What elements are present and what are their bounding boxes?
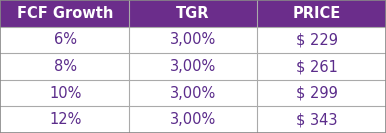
Text: 3,00%: 3,00% bbox=[170, 32, 216, 47]
Text: $ 261: $ 261 bbox=[296, 59, 337, 74]
FancyBboxPatch shape bbox=[0, 80, 386, 106]
FancyBboxPatch shape bbox=[0, 27, 386, 53]
Text: 8%: 8% bbox=[54, 59, 77, 74]
Text: PRICE: PRICE bbox=[292, 6, 340, 21]
Text: $ 229: $ 229 bbox=[296, 32, 337, 47]
Text: 3,00%: 3,00% bbox=[170, 112, 216, 127]
Text: $ 299: $ 299 bbox=[296, 86, 337, 101]
FancyBboxPatch shape bbox=[0, 53, 386, 80]
Text: 12%: 12% bbox=[49, 112, 82, 127]
Text: 6%: 6% bbox=[54, 32, 77, 47]
Text: 3,00%: 3,00% bbox=[170, 86, 216, 101]
FancyBboxPatch shape bbox=[0, 0, 386, 27]
Text: 3,00%: 3,00% bbox=[170, 59, 216, 74]
Text: 10%: 10% bbox=[49, 86, 82, 101]
Text: $ 343: $ 343 bbox=[296, 112, 337, 127]
Text: TGR: TGR bbox=[176, 6, 210, 21]
Text: FCF Growth: FCF Growth bbox=[17, 6, 114, 21]
FancyBboxPatch shape bbox=[0, 106, 386, 133]
